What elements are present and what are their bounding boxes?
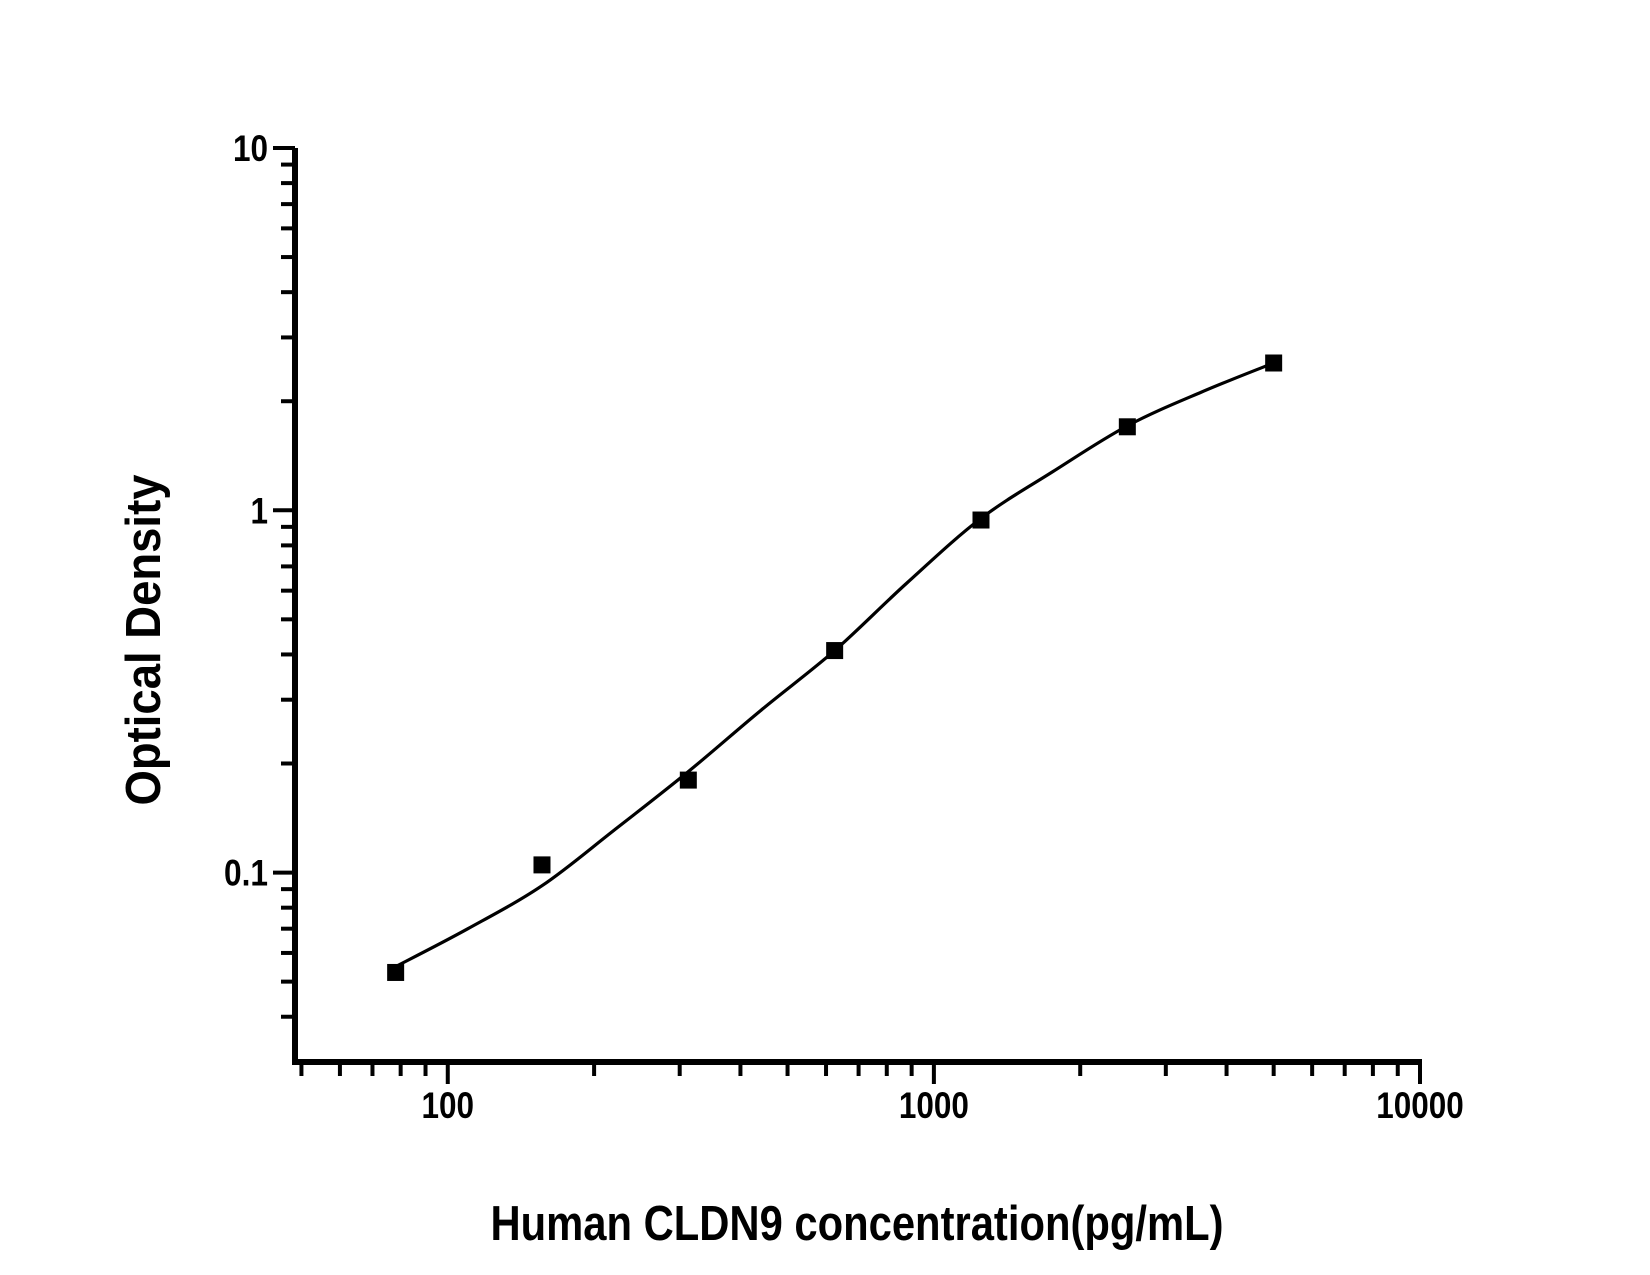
data-layer (387, 354, 1283, 981)
y-axis-title: Optical Density (117, 475, 171, 806)
y-tick-label: 0.1 (224, 853, 268, 894)
data-point-marker (1265, 354, 1283, 372)
data-point-marker (679, 771, 697, 789)
data-point-marker (387, 963, 405, 981)
axes-layer (292, 148, 1422, 1065)
tick-layer: 100 1000 10000 0.1 1 10 (224, 128, 1464, 1126)
y-tick-label: 10 (233, 128, 268, 169)
x-axis-title: Human CLDN9 concentration(pg/mL) (491, 1197, 1224, 1251)
x-tick-label: 10000 (1376, 1085, 1464, 1126)
fit-curve-line (394, 361, 1276, 969)
data-point-marker (1118, 418, 1136, 436)
x-tick-label: 1000 (899, 1085, 969, 1126)
y-tick-label: 1 (251, 490, 269, 531)
data-point-marker (533, 856, 551, 874)
data-point-marker (972, 511, 990, 529)
data-point-marker (826, 642, 844, 660)
x-tick-label: 100 (422, 1085, 475, 1126)
